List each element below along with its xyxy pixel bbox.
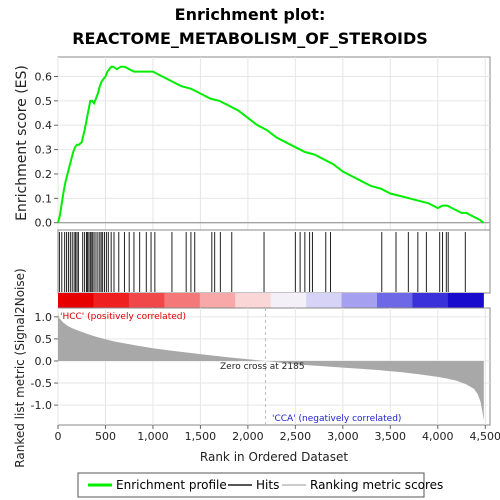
es-tick-label: 0.5: [35, 95, 53, 108]
negative-correlation-label: 'CCA' (negatively correlated): [272, 414, 401, 424]
es-panel-frame: [57, 56, 491, 231]
heatmap-segment: [58, 293, 94, 308]
metric-tick-label: 1.0: [35, 311, 53, 324]
metric-tick-label: 0.5: [35, 333, 53, 346]
x-tick-label: 2,000: [232, 430, 264, 443]
metric-axis-label: Ranked list metric (Signal2Noise): [13, 268, 27, 467]
ranking-heatmap-bar: [58, 293, 484, 308]
x-tick-label: 3,000: [327, 430, 359, 443]
metric-gridlines: [57, 308, 490, 425]
heatmap-segment: [235, 293, 272, 308]
x-tick-label: 3,500: [375, 430, 407, 443]
metric-tick-label: 0.0: [35, 355, 53, 368]
x-tick-label: 1,000: [137, 430, 169, 443]
es-tick-label: 0.3: [35, 144, 53, 157]
heatmap-segment: [199, 293, 236, 308]
metric-tick-label: -1.0: [31, 399, 52, 412]
x-tick-label: 4,500: [470, 430, 500, 443]
heatmap-segment: [412, 293, 449, 308]
heatmap-segment: [128, 293, 165, 308]
x-axis-label: Rank in Ordered Dataset: [200, 450, 348, 464]
heatmap-segment: [377, 293, 413, 308]
x-tick-label: 1,500: [185, 430, 217, 443]
es-tick-label: 0.0: [35, 217, 53, 230]
es-tick-label: 0.2: [35, 168, 53, 181]
heatmap-segment: [93, 293, 130, 308]
ranking-metric-area: [58, 312, 484, 421]
positive-correlation-label: 'HCC' (positively correlated): [60, 312, 186, 322]
metric-tick-label: -0.5: [31, 377, 52, 390]
legend-enrichment-label: Enrichment profile: [116, 478, 227, 492]
es-axis-label: Enrichment score (ES): [14, 65, 30, 221]
x-tick-label: 4,000: [422, 430, 454, 443]
es-gridlines: [57, 57, 490, 230]
hits-panel-frame: [57, 229, 491, 294]
metric-axis-ticks: 1.0 0.5 0.0 -0.5 -1.0: [31, 311, 58, 412]
heatmap-segment: [447, 293, 484, 308]
legend-hits-label: Hits: [256, 478, 279, 492]
hits-marks: [58, 232, 466, 292]
heatmap-segment: [306, 293, 343, 308]
chart-title-line1: Enrichment plot:: [175, 5, 326, 24]
legend-metric-label: Ranking metric scores: [310, 478, 443, 492]
zero-cross-label: Zero cross at 2185: [220, 362, 305, 372]
x-tick-label: 2,500: [280, 430, 312, 443]
chart-title-line2: REACTOME_METABOLISM_OF_STEROIDS: [72, 29, 428, 48]
heatmap-segment: [341, 293, 378, 308]
heatmap-segment: [270, 293, 307, 308]
heatmap-segment: [164, 293, 201, 308]
es-tick-label: 0.1: [35, 192, 53, 205]
es-tick-label: 0.4: [35, 119, 53, 132]
x-tick-label: 0: [55, 430, 62, 443]
x-axis-ticks: 0 500 1,000 1,500 2,000 2,500 3,000 3,500 4,000 4…: [55, 425, 500, 443]
es-axis-ticks: 0.0 0.1 0.2 0.3 0.4 0.5 0.6: [35, 70, 58, 230]
enrichment-profile-line: [57, 65, 485, 224]
x-tick-label: 500: [95, 430, 116, 443]
es-tick-label: 0.6: [35, 70, 53, 83]
